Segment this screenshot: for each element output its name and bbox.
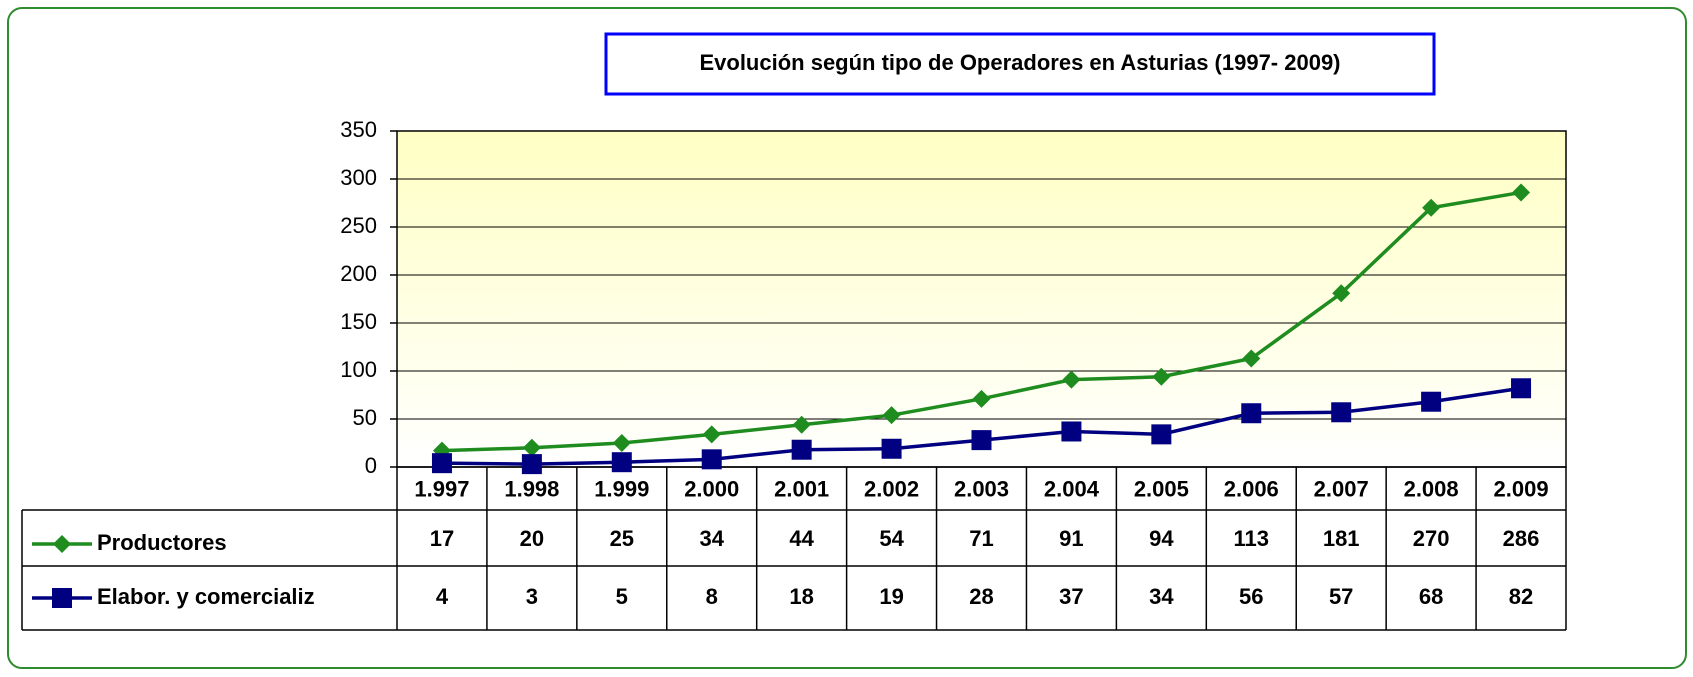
data-point — [1151, 424, 1172, 445]
data-point — [701, 449, 722, 470]
plot-area — [396, 130, 1567, 468]
table-value: 270 — [1413, 526, 1450, 551]
x-tick-label: 1.999 — [594, 476, 649, 501]
legend-label: Elabor. y comercializ — [97, 584, 315, 609]
data-point — [972, 389, 991, 408]
legend-marker — [53, 535, 71, 553]
title-box — [604, 32, 1436, 96]
data-point — [792, 415, 811, 434]
data-point — [431, 453, 452, 474]
x-tick-label: 2.007 — [1314, 476, 1369, 501]
data-point — [1062, 370, 1081, 389]
table-value: 37 — [1059, 584, 1083, 609]
x-tick-label: 2.005 — [1134, 476, 1189, 501]
data-point — [1242, 349, 1261, 368]
table-value: 286 — [1503, 526, 1540, 551]
data-point — [1241, 403, 1262, 424]
y-tick-label: 150 — [340, 309, 377, 334]
table-value: 68 — [1419, 584, 1443, 609]
data-point — [882, 406, 901, 425]
table-value: 8 — [706, 584, 718, 609]
data-point — [1152, 367, 1171, 386]
x-tick-label: 2.000 — [684, 476, 739, 501]
x-tick-label: 2.008 — [1404, 476, 1459, 501]
x-tick-label: 2.003 — [954, 476, 1009, 501]
data-point — [522, 438, 541, 457]
table-value: 4 — [436, 584, 449, 609]
data-point — [702, 425, 721, 444]
table-value: 19 — [879, 584, 903, 609]
y-tick-label: 250 — [340, 213, 377, 238]
data-point — [791, 439, 812, 460]
y-tick-label: 100 — [340, 357, 377, 382]
table-value: 181 — [1323, 526, 1360, 551]
legend-label: Productores — [97, 530, 227, 555]
data-point — [1332, 284, 1351, 303]
table-value: 5 — [616, 584, 628, 609]
data-point — [1421, 391, 1442, 412]
table-value: 25 — [610, 526, 634, 551]
data-point — [1511, 378, 1532, 399]
y-tick-label: 0 — [365, 453, 377, 478]
data-point — [1422, 198, 1441, 217]
table-value: 54 — [879, 526, 904, 551]
x-tick-label: 2.004 — [1044, 476, 1100, 501]
x-tick-label: 1.997 — [414, 476, 469, 501]
data-point — [971, 430, 992, 451]
y-tick-label: 350 — [340, 117, 377, 142]
data-point — [881, 438, 902, 459]
data-point — [612, 434, 631, 452]
table-value: 57 — [1329, 584, 1353, 609]
data-point — [1061, 421, 1082, 442]
table-value: 20 — [520, 526, 544, 551]
data-point — [521, 454, 542, 475]
x-tick-label: 2.002 — [864, 476, 919, 501]
data-point — [611, 452, 632, 473]
chart-title: Evolución según tipo de Operadores en As… — [699, 50, 1340, 75]
table-value: 44 — [789, 526, 814, 551]
table-value: 28 — [969, 584, 993, 609]
data-point — [1331, 402, 1352, 423]
x-tick-label: 2.001 — [774, 476, 829, 501]
table-value: 56 — [1239, 584, 1263, 609]
x-tick-label: 1.998 — [504, 476, 559, 501]
data-point — [1512, 183, 1531, 202]
table-value: 82 — [1509, 584, 1533, 609]
table-value: 113 — [1234, 526, 1270, 551]
table-value: 18 — [789, 584, 813, 609]
x-tick-label: 2.006 — [1224, 476, 1279, 501]
y-tick-label: 200 — [340, 261, 377, 286]
x-tick-label: 2.009 — [1494, 476, 1549, 501]
table-value: 91 — [1059, 526, 1083, 551]
table-value: 3 — [526, 584, 538, 609]
legend-marker — [52, 588, 72, 608]
table-value: 94 — [1149, 526, 1174, 551]
table-value: 71 — [969, 526, 993, 551]
y-tick-label: 50 — [353, 405, 377, 430]
table-value: 34 — [1149, 584, 1174, 609]
y-tick-label: 300 — [340, 165, 377, 190]
table-value: 34 — [699, 526, 724, 551]
table-value: 17 — [430, 526, 454, 551]
